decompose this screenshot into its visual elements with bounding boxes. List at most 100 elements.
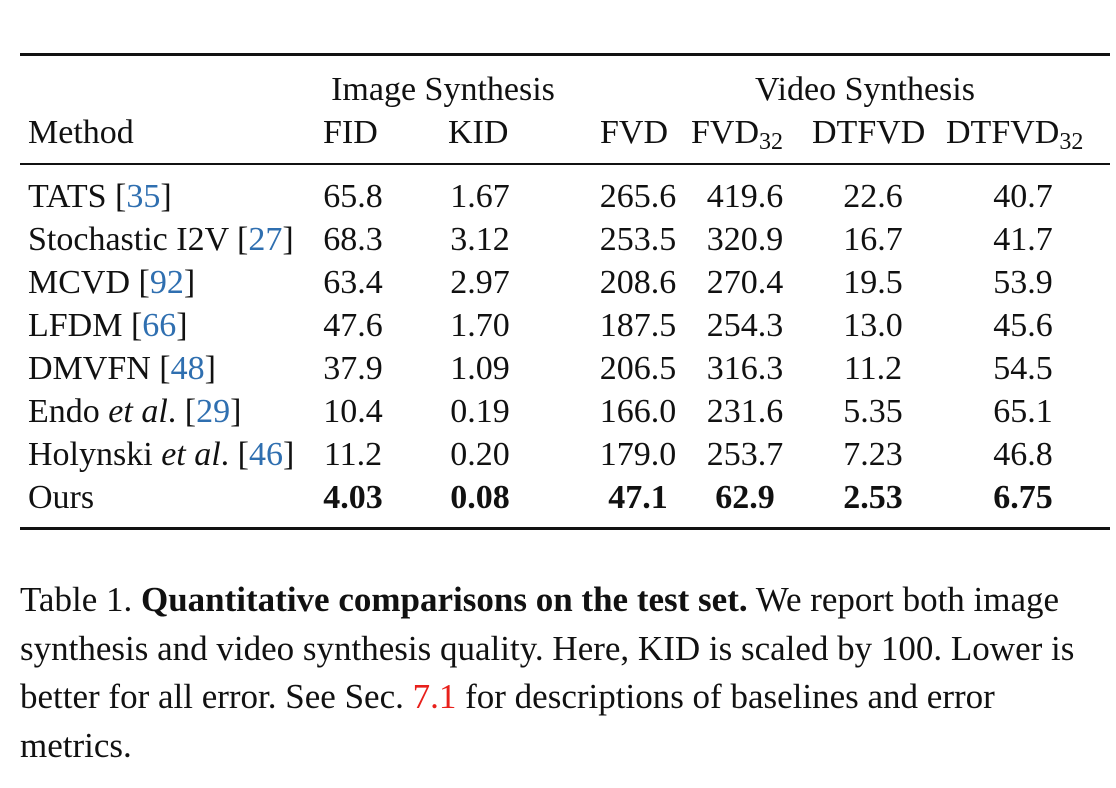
- dtfvd32-subscript: 32: [1059, 129, 1084, 155]
- cell-value: 208.6: [599, 264, 677, 301]
- cell-value: 231.6: [706, 393, 784, 430]
- header-rule: [20, 163, 1110, 165]
- row-method: MCVD [92]: [28, 263, 195, 303]
- citation-link[interactable]: 27: [248, 221, 283, 258]
- method-punct: . [: [220, 436, 249, 473]
- cell-value: 3.12: [450, 221, 510, 258]
- cell-value: 2.97: [450, 264, 510, 301]
- method-name: Stochastic I2V [: [28, 221, 249, 258]
- cell-value: 0.20: [450, 436, 510, 473]
- caption-label: Table 1.: [20, 580, 141, 619]
- cell-value: 1.67: [450, 178, 510, 215]
- cell-value: 0.19: [450, 393, 510, 430]
- row-method: Endo et al. [29]: [28, 392, 241, 432]
- method-name: DMVFN [: [28, 350, 171, 387]
- method-punct: . [: [167, 393, 197, 430]
- header-image-synthesis: Image Synthesis: [331, 71, 555, 108]
- caption-text-1: We report both image synthesis and video…: [20, 580, 1075, 716]
- citation-close: ]: [204, 350, 216, 387]
- cell-value: 65.8: [323, 178, 383, 215]
- col-header-fvd32: FVD32: [691, 113, 783, 162]
- caption-text-2: for descriptions of baselines and error …: [20, 677, 995, 765]
- cell-value: 62.9: [715, 479, 775, 516]
- cell-value: 16.7: [843, 221, 903, 258]
- cell-value: 419.6: [706, 178, 784, 215]
- citation-close: ]: [283, 436, 295, 473]
- row-method: Ours: [28, 478, 94, 518]
- cell-value: 316.3: [706, 350, 784, 387]
- row-method: TATS [35]: [28, 177, 172, 217]
- cell-value: 2.53: [843, 479, 903, 516]
- method-name: LFDM [: [28, 307, 143, 344]
- method-name: Ours: [28, 479, 95, 516]
- row-method: Holynski et al. [46]: [28, 435, 294, 475]
- cell-value: 6.75: [993, 479, 1053, 516]
- citation-link[interactable]: 92: [149, 264, 184, 301]
- cell-value: 68.3: [323, 221, 383, 258]
- citation-link[interactable]: 35: [126, 178, 161, 215]
- col-header-method: Method: [28, 114, 134, 151]
- cell-value: 254.3: [706, 307, 784, 344]
- cell-value: 320.9: [706, 221, 784, 258]
- cell-value: 4.03: [323, 479, 383, 516]
- bottom-rule: [20, 527, 1110, 530]
- method-name: Endo: [28, 393, 109, 430]
- cell-value: 265.6: [599, 178, 677, 215]
- cell-value: 45.6: [993, 307, 1053, 344]
- cell-value: 1.70: [450, 307, 510, 344]
- cell-value: 206.5: [599, 350, 677, 387]
- method-et-al: et al: [161, 436, 221, 473]
- cell-value: 10.4: [323, 393, 383, 430]
- citation-link[interactable]: 66: [142, 307, 177, 344]
- cell-value: 37.9: [323, 350, 383, 387]
- citation-link[interactable]: 46: [249, 436, 283, 473]
- col-header-dtfvd: DTFVD: [812, 114, 926, 151]
- cell-value: 7.23: [843, 436, 903, 473]
- cell-value: 41.7: [993, 221, 1053, 258]
- caption-bold: Quantitative comparisons on the test set…: [140, 580, 748, 619]
- col-header-fvd: FVD: [600, 114, 669, 151]
- caption-section-link[interactable]: 7.1: [412, 677, 457, 716]
- cell-value: 253.5: [599, 221, 677, 258]
- cell-value: 19.5: [843, 264, 903, 301]
- citation-close: ]: [230, 393, 242, 430]
- col-header-kid: KID: [448, 114, 509, 151]
- cell-value: 11.2: [323, 436, 383, 473]
- cell-value: 65.1: [993, 393, 1053, 430]
- cell-value: 253.7: [706, 436, 784, 473]
- cell-value: 47.1: [608, 479, 668, 516]
- dtfvd32-main: DTFVD: [946, 114, 1060, 151]
- method-name: MCVD [: [28, 264, 150, 301]
- cell-value: 187.5: [599, 307, 677, 344]
- top-rule: [20, 53, 1110, 56]
- col-header-dtfvd32: DTFVD32: [946, 113, 1083, 162]
- cell-value: 0.08: [450, 479, 510, 516]
- cell-value: 40.7: [993, 178, 1053, 215]
- cell-value: 47.6: [323, 307, 383, 344]
- cell-value: 1.09: [450, 350, 510, 387]
- col-header-fid: FID: [323, 114, 378, 151]
- cell-value: 53.9: [993, 264, 1053, 301]
- cell-value: 179.0: [599, 436, 677, 473]
- row-method: DMVFN [48]: [28, 349, 216, 389]
- row-method: LFDM [66]: [28, 306, 188, 346]
- fvd32-subscript: 32: [759, 129, 784, 155]
- cell-value: 11.2: [843, 350, 903, 387]
- cell-value: 5.35: [843, 393, 903, 430]
- table-caption: Table 1. Quantitative comparisons on the…: [20, 576, 1100, 770]
- citation-close: ]: [176, 307, 188, 344]
- citation-link[interactable]: 48: [170, 350, 205, 387]
- method-name: TATS [: [28, 178, 127, 215]
- header-video-synthesis: Video Synthesis: [755, 71, 975, 108]
- cell-value: 13.0: [843, 307, 903, 344]
- method-et-al: et al: [108, 393, 168, 430]
- cell-value: 46.8: [993, 436, 1053, 473]
- citation-link[interactable]: 29: [196, 393, 231, 430]
- method-name: Holynski: [28, 436, 162, 473]
- cell-value: 166.0: [599, 393, 677, 430]
- cell-value: 270.4: [706, 264, 784, 301]
- cell-value: 54.5: [993, 350, 1053, 387]
- citation-close: ]: [282, 221, 294, 258]
- cell-value: 22.6: [843, 178, 903, 215]
- cell-value: 63.4: [323, 264, 383, 301]
